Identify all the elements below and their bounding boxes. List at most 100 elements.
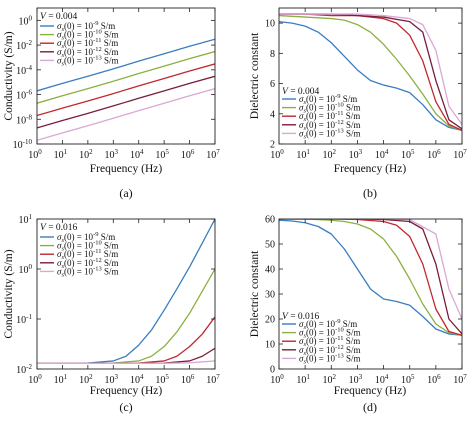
plot-frame: [36, 218, 216, 370]
panel-label: (c): [119, 400, 132, 414]
y-axis-label: Conductivity (S/m): [3, 249, 15, 338]
series-line: [279, 219, 462, 336]
y-tick-label: 60: [265, 215, 275, 226]
chart-panel-a: 100 101 102 103 104 105 106 107 10-10 10-8 10-6 10-…: [3, 7, 220, 200]
series-line: [37, 360, 215, 364]
legend-label: σs(0) = 10-12 S/m: [57, 46, 119, 59]
chart-panel-c: 100 101 102 103 104 105 106 107 10-2 10-1 100 101 Fr…: [3, 213, 220, 414]
x-axis-label: Frequency (Hz): [90, 385, 163, 397]
y-tick-label: 10-8: [16, 113, 32, 126]
legend-label: σs(0) = 10-9 S/m: [299, 93, 357, 106]
legend-label: σs(0) = 10-11 S/m: [299, 110, 360, 123]
series-line: [279, 219, 462, 320]
series-line: [37, 50, 215, 104]
x-tick-label: 101: [54, 373, 68, 386]
legend-label: σs(0) = 10-13 S/m: [299, 352, 361, 365]
x-tick-label: 106: [181, 148, 195, 161]
x-tick-label: 104: [375, 373, 389, 386]
x-tick-label: 104: [130, 373, 144, 386]
x-tick-label: 104: [375, 148, 389, 161]
x-tick-label: 102: [79, 148, 93, 161]
series-line: [37, 88, 215, 141]
y-tick-label: 100: [19, 14, 33, 27]
y-axis-label: Conductivity (S/m): [3, 31, 15, 120]
chart-panel-d: 100 101 102 103 104 105 106 107 0 10 20 30 40 50 60 Fre…: [249, 215, 467, 415]
x-tick-label: 102: [79, 373, 93, 386]
series-line: [37, 38, 215, 92]
legend-label: σs(0) = 10-13 S/m: [57, 54, 119, 67]
series-line: [279, 13, 462, 125]
x-tick-label: 105: [155, 148, 169, 161]
plot-frame: [278, 7, 463, 145]
x-tick-label: 106: [427, 148, 441, 161]
x-axis-label: Frequency (Hz): [334, 163, 407, 175]
x-tick-label: 107: [453, 373, 467, 386]
legend-label: σs(0) = 10-9 S/m: [57, 231, 115, 244]
x-tick-label: 100: [270, 148, 284, 161]
y-tick-label: 10-6: [16, 89, 32, 102]
legend-label: σs(0) = 10-13 S/m: [299, 127, 361, 140]
legend-label: σs(0) = 10-12 S/m: [57, 257, 119, 270]
x-tick-label: 107: [453, 148, 467, 161]
y-tick-label: 10-10: [13, 138, 33, 151]
legend-label: σs(0) = 10-9 S/m: [299, 318, 357, 331]
legend-label: σs(0) = 10-11 S/m: [57, 248, 118, 261]
legend-label: σs(0) = 10-10 S/m: [57, 29, 119, 42]
x-tick-label: 102: [323, 148, 337, 161]
y-tick-label: 4: [270, 109, 275, 120]
series-line: [279, 20, 462, 132]
series-line: [279, 219, 462, 336]
x-tick-label: 106: [427, 373, 441, 386]
parameter-label: V = 0.016: [282, 312, 320, 322]
x-tick-label: 101: [296, 148, 310, 161]
y-tick-label: 10: [265, 340, 275, 351]
parameter-label: V = 0.016: [40, 223, 78, 233]
x-tick-label: 102: [323, 373, 337, 386]
x-tick-label: 103: [349, 148, 363, 161]
legend-label: σs(0) = 10-12 S/m: [299, 344, 361, 357]
x-axis-label: Frequency (Hz): [90, 163, 163, 175]
legend-label: σs(0) = 10-9 S/m: [57, 20, 115, 33]
y-tick-label: 50: [265, 240, 275, 251]
parameter-label: V = 0.004: [40, 12, 78, 22]
y-tick-label: 10-1: [16, 313, 32, 326]
y-tick-label: 10: [265, 19, 275, 30]
y-tick-label: 0: [270, 365, 275, 376]
x-tick-label: 105: [155, 373, 169, 386]
x-tick-label: 107: [206, 148, 220, 161]
y-tick-label: 20: [265, 315, 275, 326]
x-tick-label: 103: [349, 373, 363, 386]
x-tick-label: 103: [105, 148, 119, 161]
x-tick-label: 103: [105, 373, 119, 386]
y-axis-label: Dielectric constant: [249, 32, 261, 119]
y-axis-label: Dielectric constant: [249, 250, 261, 337]
y-tick-label: 6: [270, 79, 275, 90]
x-tick-label: 104: [130, 148, 144, 161]
panel-label: (d): [363, 400, 377, 414]
parameter-label: V = 0.004: [282, 87, 320, 97]
panel-label: (a): [119, 186, 132, 200]
y-tick-label: 8: [270, 49, 275, 60]
x-tick-label: 100: [270, 373, 284, 386]
x-tick-label: 100: [28, 148, 42, 161]
series-line: [279, 219, 462, 335]
legend-label: σs(0) = 10-10 S/m: [57, 240, 119, 253]
x-tick-label: 101: [296, 373, 310, 386]
y-tick-label: 10-2: [16, 363, 32, 376]
y-tick-label: 101: [19, 213, 33, 226]
x-tick-label: 105: [401, 148, 415, 161]
chart-panel-b: 100 101 102 103 104 105 106 107 2 4 6 8 10 Frequency …: [249, 7, 467, 200]
legend-label: σs(0) = 10-11 S/m: [57, 37, 118, 50]
legend-label: σs(0) = 10-11 S/m: [299, 335, 360, 348]
y-tick-label: 10-2: [16, 39, 32, 52]
y-tick-label: 10-4: [16, 64, 32, 77]
x-tick-label: 107: [206, 373, 220, 386]
y-tick-label: 30: [265, 290, 275, 301]
series-line: [279, 13, 462, 131]
